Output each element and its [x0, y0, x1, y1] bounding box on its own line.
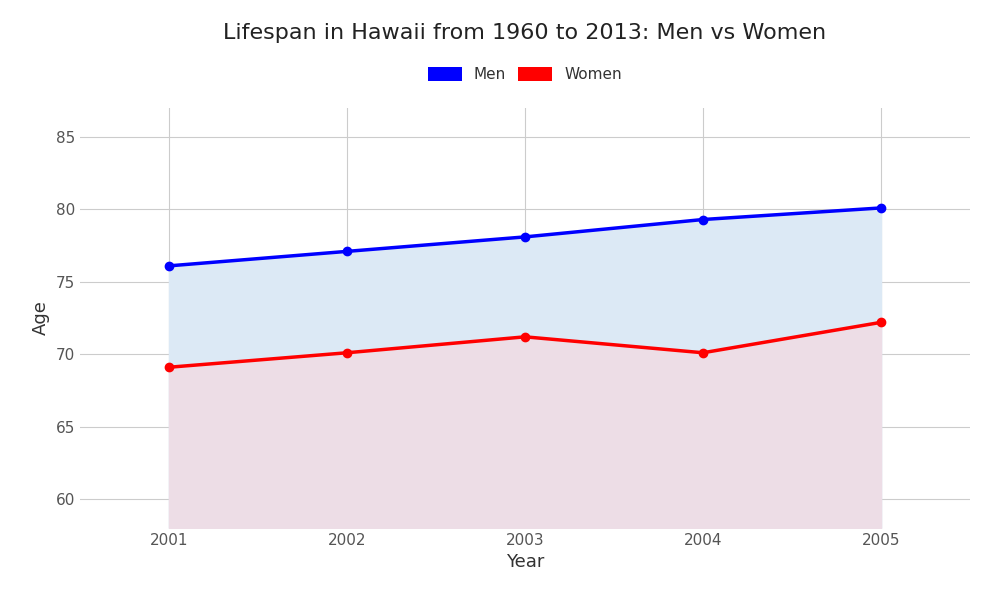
- Legend: Men, Women: Men, Women: [422, 61, 628, 88]
- Title: Lifespan in Hawaii from 1960 to 2013: Men vs Women: Lifespan in Hawaii from 1960 to 2013: Me…: [223, 23, 827, 43]
- X-axis label: Year: Year: [506, 553, 544, 571]
- Y-axis label: Age: Age: [32, 301, 50, 335]
